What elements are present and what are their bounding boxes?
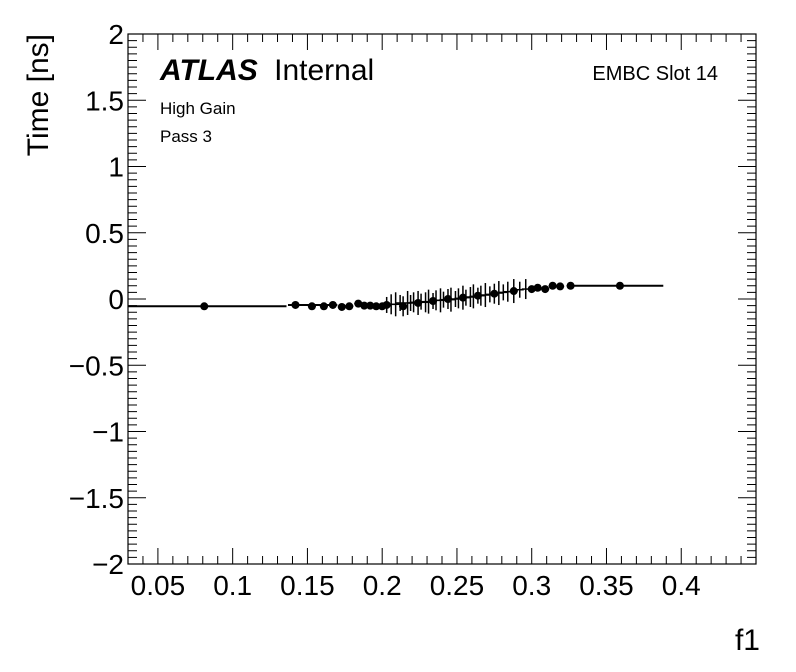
data-point: [328, 300, 337, 309]
x-tick-label: 0.35: [579, 570, 634, 601]
data-point: [345, 302, 354, 311]
x-tick-label: 0.15: [280, 570, 335, 601]
y-axis-ticks: [128, 33, 756, 565]
y-axis-title: Time [ns]: [22, 34, 55, 156]
data-point: [319, 302, 328, 311]
atlas-status: Internal: [274, 54, 374, 87]
x-axis-tick-labels: 0.05 0.1 0.15 0.2 0.25 0.3 0.35 0.4: [131, 570, 701, 601]
atlas-label: ATLAS Internal: [159, 54, 374, 87]
y-tick-label: −1.5: [69, 483, 124, 514]
gain-label: High Gain: [160, 99, 236, 118]
data-point: [509, 287, 518, 296]
data-points: [200, 279, 624, 317]
x-tick-label: 0.1: [213, 570, 252, 601]
data-point: [372, 302, 381, 311]
data-point: [490, 289, 499, 298]
x-axis-title: f1: [735, 624, 760, 657]
data-point: [399, 302, 408, 311]
data-point: [291, 300, 300, 309]
data-point: [556, 282, 565, 291]
data-point: [615, 281, 624, 290]
data-point: [548, 281, 557, 290]
data-point: [566, 281, 575, 290]
x-axis-ticks: [127, 34, 742, 564]
x-tick-label: 0.4: [662, 570, 701, 601]
y-tick-label: −2: [92, 549, 124, 580]
data-point: [533, 283, 542, 292]
y-tick-label: −0.5: [69, 350, 124, 381]
y-tick-label: 1: [108, 152, 124, 183]
x-tick-label: 0.25: [430, 570, 485, 601]
x-tick-label: 0.05: [131, 570, 186, 601]
data-point: [541, 285, 550, 294]
y-tick-label: 2: [108, 19, 124, 50]
data-point: [366, 301, 375, 310]
y-axis-tick-labels: −2 −1.5 −1 −0.5 0 0.5 1 1.5 2: [69, 19, 124, 580]
y-tick-label: 0.5: [85, 218, 124, 249]
y-tick-label: −1: [92, 417, 124, 448]
data-point: [337, 302, 346, 311]
slot-label: EMBC Slot 14: [592, 63, 718, 85]
x-tick-label: 0.3: [512, 570, 551, 601]
y-tick-label: 0: [108, 284, 124, 315]
atlas-experiment: ATLAS: [159, 54, 258, 87]
pass-label: Pass 3: [160, 127, 212, 146]
data-point: [382, 300, 391, 309]
data-point: [360, 301, 369, 310]
data-point: [200, 302, 209, 311]
x-tick-label: 0.2: [363, 570, 402, 601]
data-point: [307, 302, 316, 311]
y-tick-label: 1.5: [85, 85, 124, 116]
